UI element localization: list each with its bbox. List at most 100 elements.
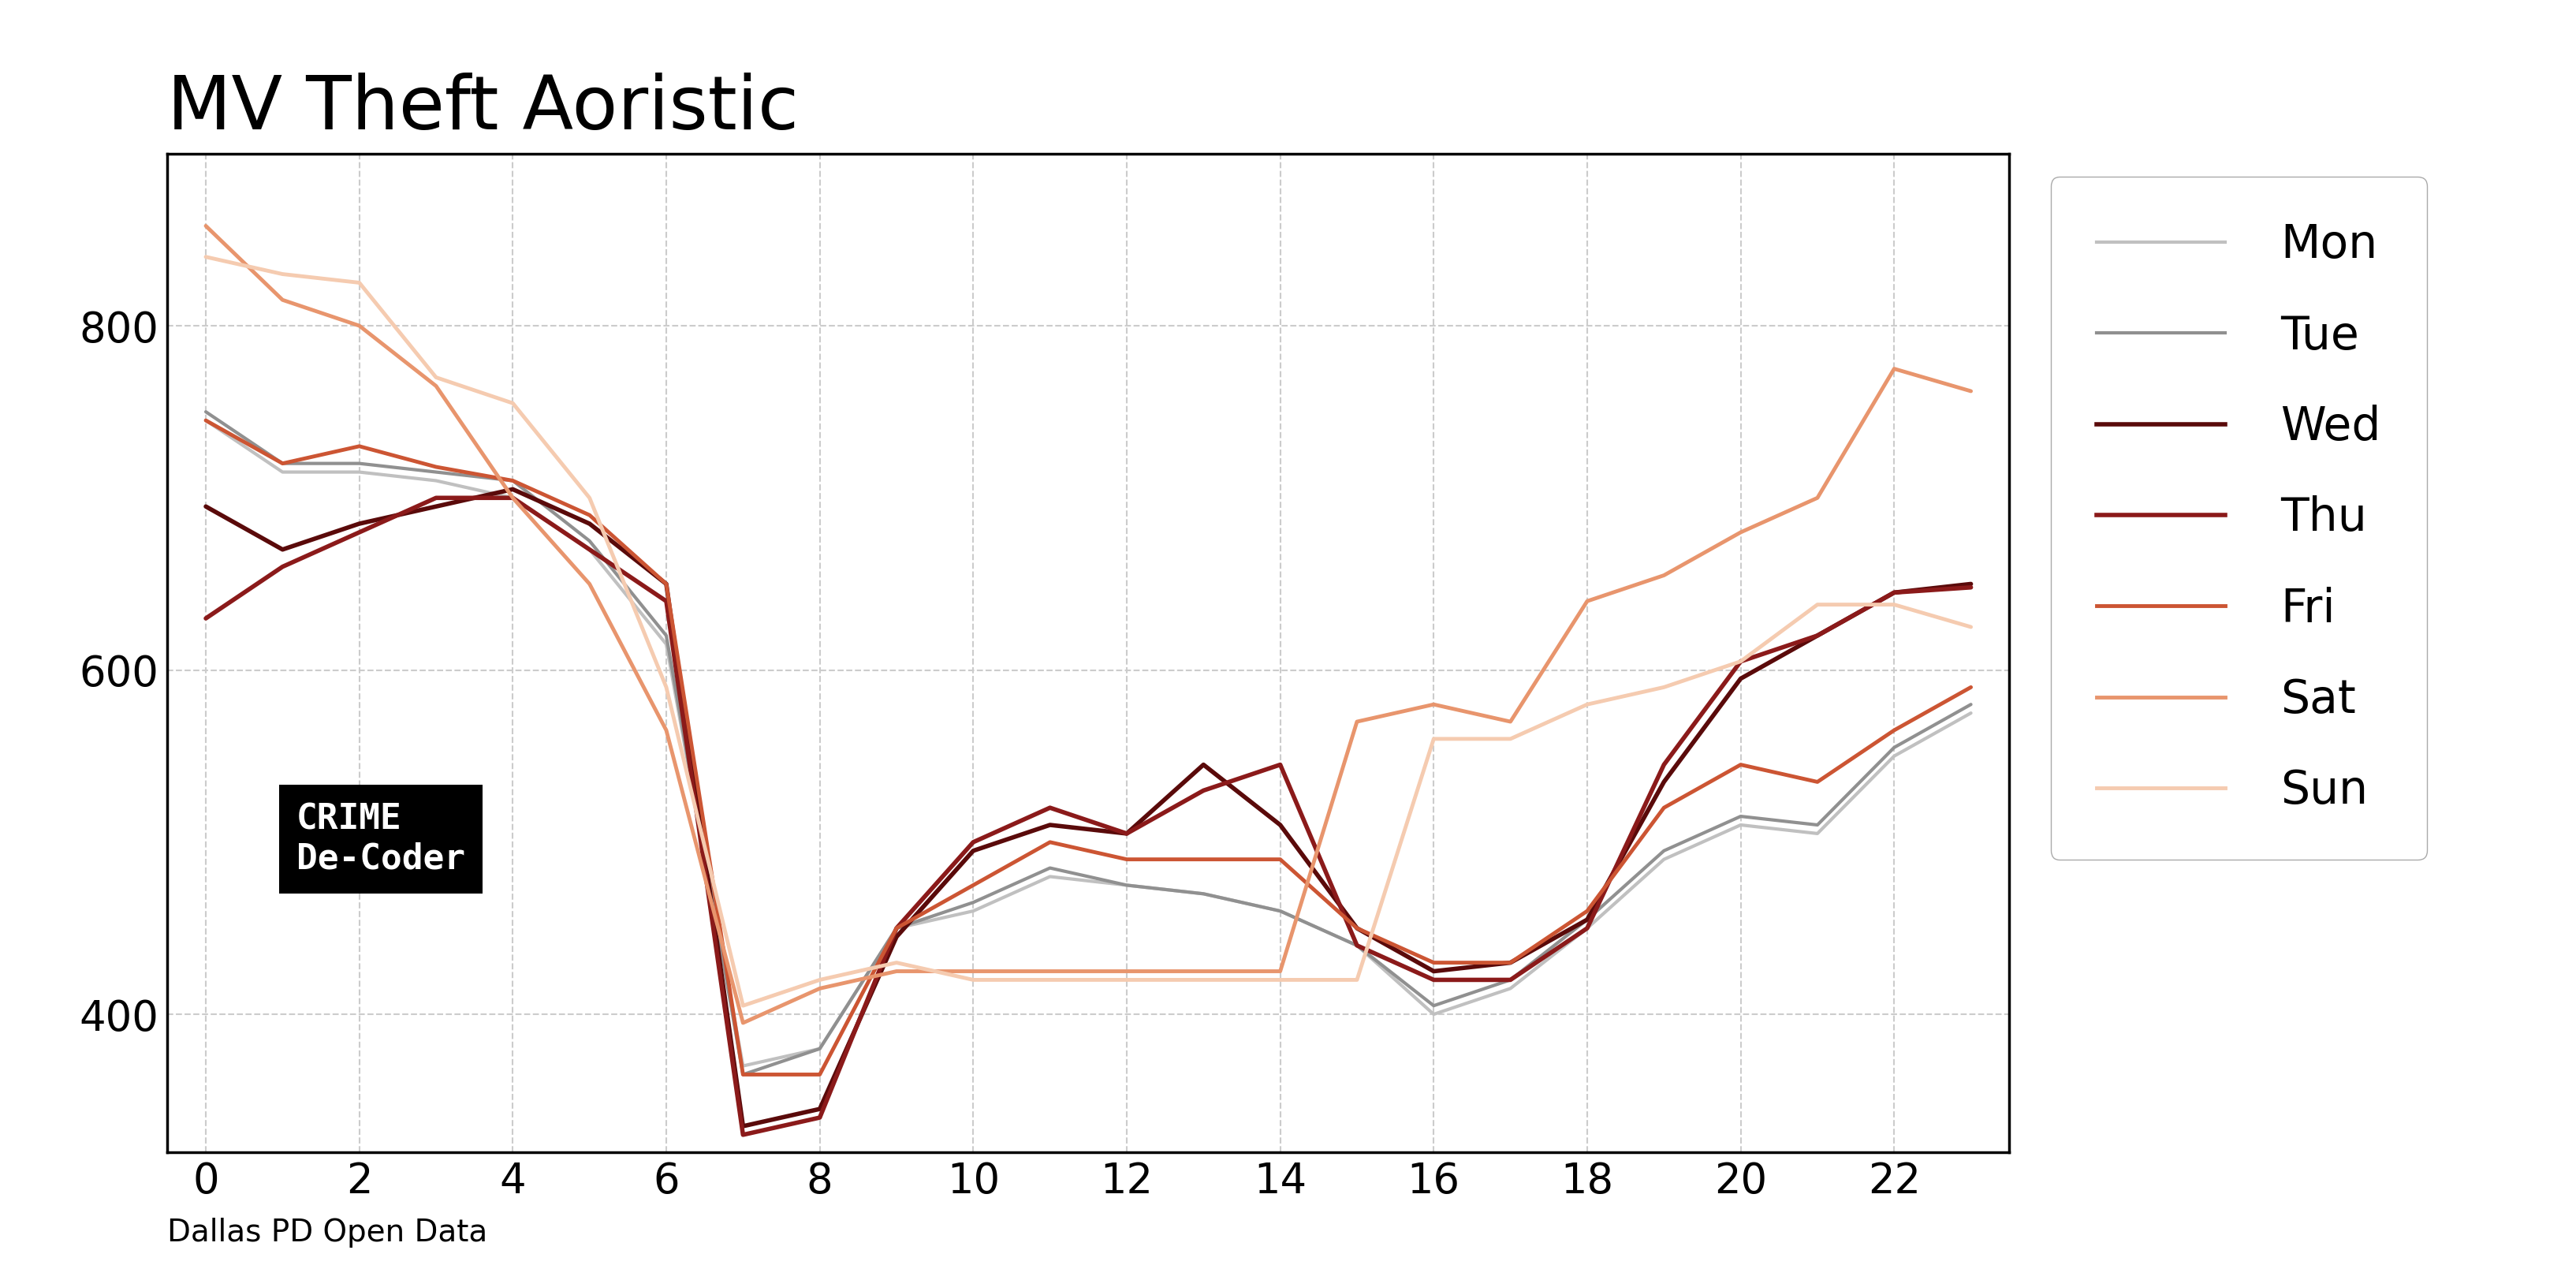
Thu xyxy=(1110,826,1141,841)
Mon xyxy=(652,636,683,652)
Mon xyxy=(1494,980,1525,996)
Sun xyxy=(268,266,299,282)
Tue xyxy=(1265,904,1296,919)
Sat xyxy=(1955,384,1986,399)
Thu xyxy=(652,594,683,609)
Line: Fri: Fri xyxy=(206,420,1971,1074)
Thu xyxy=(1571,920,1602,936)
Sun xyxy=(958,973,989,988)
Wed xyxy=(1571,911,1602,927)
Tue xyxy=(1188,886,1218,901)
Text: MV Theft Aoristic: MV Theft Aoristic xyxy=(167,73,799,145)
Thu xyxy=(1494,973,1525,988)
Tue xyxy=(574,534,605,549)
Fri xyxy=(1726,756,1757,772)
Tue xyxy=(1571,911,1602,927)
Sun xyxy=(191,250,222,265)
Sat xyxy=(1649,567,1680,582)
Sat xyxy=(574,576,605,591)
Fri xyxy=(574,507,605,522)
Line: Wed: Wed xyxy=(206,489,1971,1126)
Fri xyxy=(268,456,299,471)
Thu xyxy=(574,541,605,557)
Mon xyxy=(1342,938,1373,954)
Mon xyxy=(268,465,299,480)
Sun xyxy=(1419,731,1450,746)
Thu xyxy=(958,835,989,850)
Mon xyxy=(726,1059,757,1074)
Tue xyxy=(1803,817,1834,832)
Sun xyxy=(1803,596,1834,612)
Fri xyxy=(652,576,683,591)
Mon xyxy=(1419,1006,1450,1021)
Fri xyxy=(804,1066,835,1082)
Mon xyxy=(804,1041,835,1056)
Wed xyxy=(1419,964,1450,979)
Fri xyxy=(420,460,451,475)
Thu xyxy=(1649,756,1680,772)
Mon xyxy=(881,920,912,936)
Sun xyxy=(1649,680,1680,695)
Text: CRIME
De-Coder: CRIME De-Coder xyxy=(296,803,466,876)
Wed xyxy=(268,541,299,557)
Thu xyxy=(1036,800,1066,815)
Sun xyxy=(497,396,528,411)
Tue xyxy=(420,465,451,480)
Thu xyxy=(343,525,374,540)
Sat xyxy=(1803,490,1834,506)
Thu xyxy=(1726,654,1757,669)
Sun xyxy=(804,973,835,988)
Fri xyxy=(1036,835,1066,850)
Thu xyxy=(268,559,299,575)
Fri xyxy=(1419,955,1450,970)
Sun xyxy=(1110,973,1141,988)
Sat xyxy=(1494,714,1525,730)
Wed xyxy=(574,516,605,531)
Mon xyxy=(1649,851,1680,867)
Thu xyxy=(726,1128,757,1143)
Line: Sun: Sun xyxy=(206,257,1971,1006)
Sat xyxy=(652,723,683,739)
Wed xyxy=(343,516,374,531)
Wed xyxy=(497,481,528,497)
Fri xyxy=(1110,851,1141,867)
Thu xyxy=(1419,973,1450,988)
Mon xyxy=(420,474,451,489)
Sun xyxy=(881,955,912,970)
Thu xyxy=(1878,585,1909,600)
Tue xyxy=(191,404,222,420)
Thu xyxy=(191,611,222,626)
Tue xyxy=(804,1041,835,1056)
Mon xyxy=(1803,826,1834,841)
Wed xyxy=(191,499,222,515)
Wed xyxy=(1188,756,1218,772)
Tue xyxy=(1649,844,1680,859)
Sun xyxy=(1571,696,1602,712)
Sat xyxy=(1265,964,1296,979)
Tue xyxy=(1955,696,1986,712)
Line: Tue: Tue xyxy=(206,412,1971,1074)
Mon xyxy=(1110,878,1141,893)
Mon xyxy=(958,904,989,919)
Wed xyxy=(1726,671,1757,686)
Thu xyxy=(1265,756,1296,772)
Thu xyxy=(1342,938,1373,954)
Mon xyxy=(1036,869,1066,884)
Sat xyxy=(343,317,374,333)
Tue xyxy=(1878,740,1909,755)
Sat xyxy=(1419,696,1450,712)
Sun xyxy=(574,490,605,506)
Sun xyxy=(1036,973,1066,988)
Fri xyxy=(1878,723,1909,739)
Sat xyxy=(1036,964,1066,979)
Mon xyxy=(1265,904,1296,919)
Tue xyxy=(343,456,374,471)
Wed xyxy=(726,1119,757,1134)
Sun xyxy=(1342,973,1373,988)
Tue xyxy=(1036,860,1066,876)
Tue xyxy=(958,895,989,910)
Fri xyxy=(1803,774,1834,790)
Sat xyxy=(420,379,451,394)
Mon xyxy=(1878,749,1909,764)
Wed xyxy=(1649,774,1680,790)
